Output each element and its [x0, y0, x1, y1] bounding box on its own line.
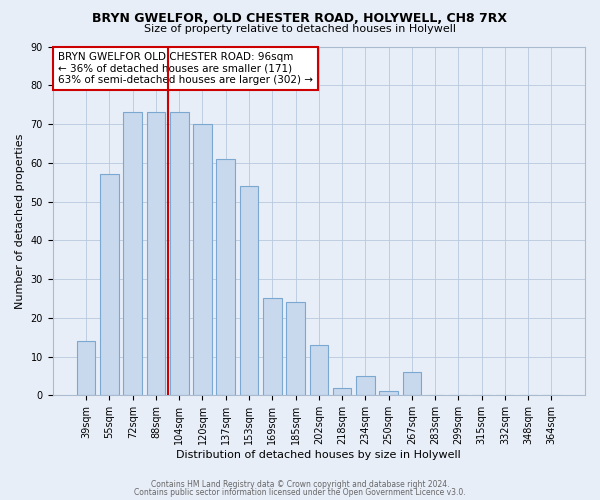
Bar — [379, 392, 398, 396]
Text: BRYN GWELFOR OLD CHESTER ROAD: 96sqm
← 36% of detached houses are smaller (171)
: BRYN GWELFOR OLD CHESTER ROAD: 96sqm ← 3… — [58, 52, 313, 85]
Bar — [217, 159, 235, 396]
X-axis label: Distribution of detached houses by size in Holywell: Distribution of detached houses by size … — [176, 450, 461, 460]
Bar — [356, 376, 374, 396]
Bar — [240, 186, 259, 396]
Bar — [310, 345, 328, 396]
Text: Contains HM Land Registry data © Crown copyright and database right 2024.: Contains HM Land Registry data © Crown c… — [151, 480, 449, 489]
Bar — [170, 112, 188, 396]
Text: Size of property relative to detached houses in Holywell: Size of property relative to detached ho… — [144, 24, 456, 34]
Bar — [146, 112, 165, 396]
Bar — [124, 112, 142, 396]
Bar — [333, 388, 352, 396]
Bar — [286, 302, 305, 396]
Bar — [77, 341, 95, 396]
Text: Contains public sector information licensed under the Open Government Licence v3: Contains public sector information licen… — [134, 488, 466, 497]
Bar — [263, 298, 281, 396]
Text: BRYN GWELFOR, OLD CHESTER ROAD, HOLYWELL, CH8 7RX: BRYN GWELFOR, OLD CHESTER ROAD, HOLYWELL… — [92, 12, 508, 26]
Bar — [403, 372, 421, 396]
Bar — [100, 174, 119, 396]
Y-axis label: Number of detached properties: Number of detached properties — [15, 133, 25, 308]
Bar — [193, 124, 212, 396]
